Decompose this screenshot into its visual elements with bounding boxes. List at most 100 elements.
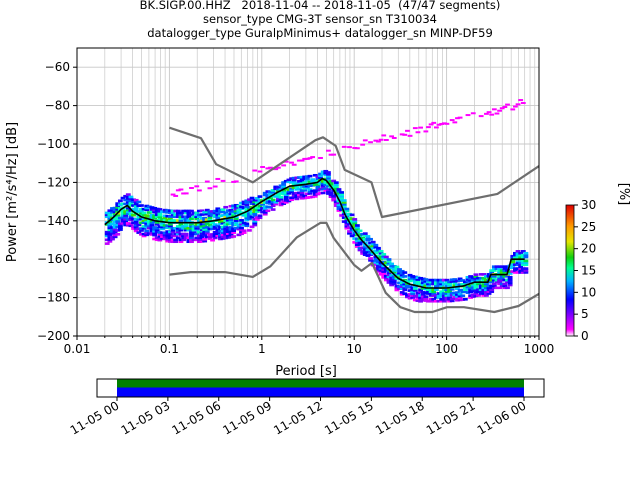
density-cell [207,210,213,214]
density-cell [170,211,176,215]
density-cell [162,235,168,239]
x-tick-label: 1 [258,342,266,356]
density-cell [386,281,392,284]
density-cell [265,199,271,203]
density-cell [323,189,329,192]
density-cell [273,200,279,204]
density-cell [462,288,468,291]
density-cell [125,200,131,204]
density-cell [165,232,171,235]
density-cell [373,249,379,253]
density-cell [510,266,516,270]
density-cell [202,218,208,222]
density-cell [484,286,489,290]
density-cell [257,214,263,218]
density-cell [383,274,389,278]
density-cell [168,224,173,228]
density-cell [452,281,458,285]
density-cell [289,188,294,192]
density-cell [125,193,131,196]
density-cell [223,227,229,230]
density-cell [199,234,205,237]
density-cell [199,222,205,226]
density-cell [402,286,408,290]
density-cell [252,208,258,212]
density-cell [344,226,350,230]
density-cell [107,234,113,237]
density-cell [223,234,229,238]
density-cell [518,269,524,272]
density-cell [131,208,136,211]
density-cell [489,286,495,290]
density-cell [178,228,184,232]
density-cell [326,184,331,188]
density-cell [175,228,181,232]
density-cell [381,253,387,256]
density-cell [175,219,181,222]
density-cell [412,298,418,302]
density-cell [412,279,418,283]
density-cell [231,235,237,238]
density-cell [233,217,239,221]
density-cell [376,266,381,269]
density-cell [112,208,118,212]
density-cell [341,199,347,202]
density-cell [225,230,231,234]
density-cell [196,230,202,234]
density-cell [407,285,413,289]
density-cell [407,289,413,292]
density-cell [512,263,518,267]
density-cell [307,180,313,184]
density-cell [489,275,495,278]
density-cell [281,183,287,186]
density-cell [107,220,113,224]
y-tick-label: −60 [45,60,70,74]
density-cell [465,275,471,279]
density-cell [491,284,497,288]
density-cell [497,276,502,280]
density-cell [352,225,358,229]
density-cell [165,209,171,212]
density-cell [486,288,492,292]
density-cell [191,226,197,230]
density-cell [423,295,429,299]
density-cell [439,282,445,286]
density-cell [110,235,115,239]
density-cell [228,208,234,212]
density-cell [428,282,434,286]
density-cell [328,181,334,185]
density-cell [420,294,426,298]
density-cell [110,218,115,222]
density-cell [318,176,323,180]
density-cell [152,231,158,235]
density-cell [510,254,516,258]
density-cell [115,209,121,213]
density-cell [323,177,329,181]
density-cell [228,218,234,221]
density-cell [365,237,371,240]
density-cell [107,226,113,230]
density-cell [112,225,118,229]
density-cell [186,236,192,240]
density-cell [186,238,192,242]
density-cell [423,291,429,295]
density-cell [141,207,147,211]
density-cell [412,287,418,290]
density-cell [341,203,347,206]
density-cell-sparse [455,117,460,120]
density-cell [244,218,250,222]
density-cell [123,202,129,206]
density-cell [273,202,279,206]
density-cell [491,267,497,270]
density-cell [125,224,131,227]
density-cell [252,198,258,202]
density-cell [181,226,186,230]
density-cell [131,217,136,221]
density-cell [391,276,397,280]
density-cell [283,201,289,204]
density-cell [433,282,439,286]
density-cell [146,216,152,220]
density-cell [178,232,184,236]
density-cell [365,238,371,242]
density-cell [189,226,194,230]
